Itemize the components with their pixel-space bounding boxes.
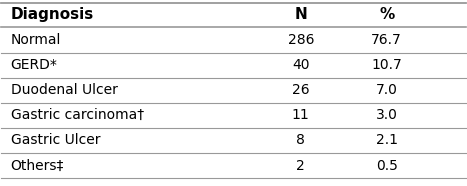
Text: Normal: Normal [11, 33, 61, 47]
Text: N: N [294, 7, 307, 22]
Text: 0.5: 0.5 [376, 158, 397, 173]
Text: %: % [379, 7, 394, 22]
Text: 40: 40 [292, 58, 310, 72]
Text: 10.7: 10.7 [371, 58, 402, 72]
Text: 286: 286 [288, 33, 314, 47]
Text: 76.7: 76.7 [371, 33, 402, 47]
Text: Gastric Ulcer: Gastric Ulcer [11, 133, 100, 147]
Text: 2: 2 [297, 158, 305, 173]
Text: 26: 26 [292, 83, 310, 97]
Text: Others‡: Others‡ [11, 158, 64, 173]
Text: 3.0: 3.0 [376, 108, 397, 122]
Text: Duodenal Ulcer: Duodenal Ulcer [11, 83, 118, 97]
Text: Diagnosis: Diagnosis [11, 7, 94, 22]
Text: 11: 11 [292, 108, 310, 122]
Text: 7.0: 7.0 [376, 83, 397, 97]
Text: 8: 8 [297, 133, 305, 147]
Text: 2.1: 2.1 [375, 133, 398, 147]
Text: Gastric carcinoma†: Gastric carcinoma† [11, 108, 144, 122]
Text: GERD*: GERD* [11, 58, 57, 72]
